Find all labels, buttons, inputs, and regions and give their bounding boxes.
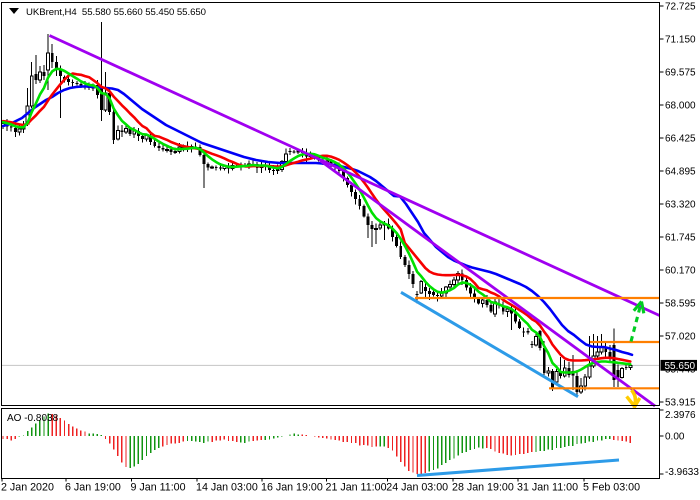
svg-text:58.595: 58.595: [665, 299, 696, 310]
svg-text:24 Jan 03:00: 24 Jan 03:00: [386, 482, 448, 494]
svg-text:72.725: 72.725: [665, 2, 696, 13]
svg-text:55.650: 55.650: [665, 361, 696, 372]
svg-text:64.895: 64.895: [665, 167, 696, 178]
svg-text:61.745: 61.745: [665, 233, 696, 244]
svg-text:2 Jan 2020: 2 Jan 2020: [1, 482, 54, 494]
svg-text:31 Jan 11:00: 31 Jan 11:00: [517, 482, 578, 494]
svg-text:0.00: 0.00: [665, 432, 685, 443]
svg-text:21 Jan 11:00: 21 Jan 11:00: [326, 482, 387, 494]
svg-text:14 Jan 03:00: 14 Jan 03:00: [196, 482, 258, 494]
svg-text:68.000: 68.000: [665, 101, 696, 112]
svg-text:69.575: 69.575: [665, 68, 696, 79]
svg-text:63.320: 63.320: [665, 200, 696, 211]
svg-text:71.150: 71.150: [665, 35, 696, 46]
svg-text:AO -0.8038: AO -0.8038: [7, 413, 59, 424]
svg-text:53.915: 53.915: [665, 398, 696, 409]
svg-text:16 Jan 19:00: 16 Jan 19:00: [261, 482, 323, 494]
svg-text:57.020: 57.020: [665, 332, 696, 343]
svg-text:-3.9633: -3.9633: [665, 467, 699, 478]
svg-text:66.425: 66.425: [665, 134, 696, 145]
svg-text:28 Jan 19:00: 28 Jan 19:00: [452, 482, 514, 494]
svg-text:9 Jan 11:00: 9 Jan 11:00: [131, 482, 186, 494]
svg-text:5 Feb 03:00: 5 Feb 03:00: [583, 482, 640, 494]
svg-text:UKBrent,H4 55.580 55.660 55.4: UKBrent,H4 55.580 55.660 55.450 55.650: [26, 7, 206, 18]
svg-text:6 Jan 19:00: 6 Jan 19:00: [65, 482, 121, 494]
svg-text:2.3976: 2.3976: [665, 410, 696, 421]
svg-text:60.170: 60.170: [665, 266, 696, 277]
